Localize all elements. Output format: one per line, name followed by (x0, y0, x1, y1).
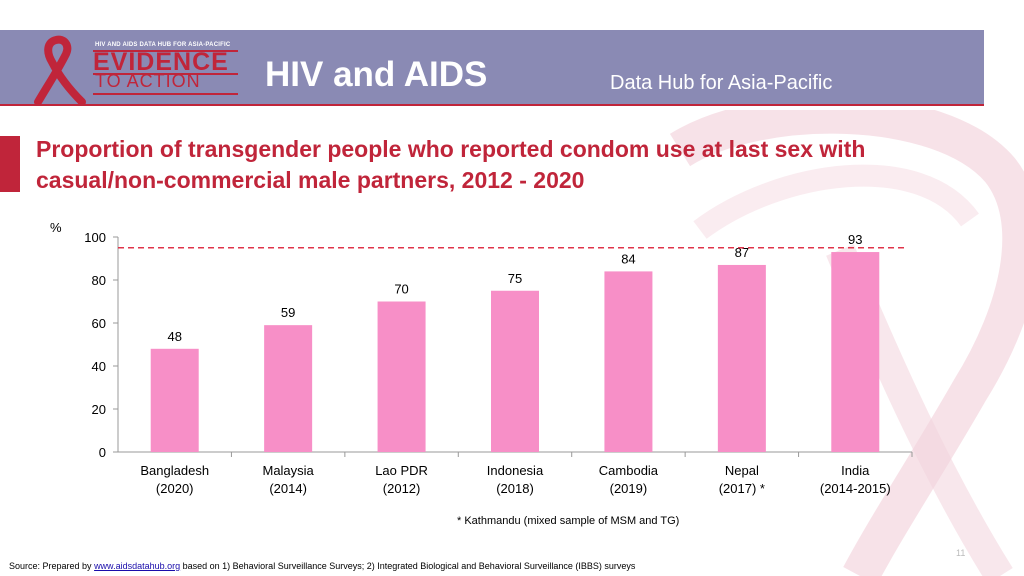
bar (491, 290, 539, 452)
bar (604, 271, 653, 452)
chart-title: Proportion of transgender people who rep… (36, 136, 866, 193)
bar (264, 325, 313, 452)
x-tick-label: Malaysia (262, 463, 314, 478)
data-label: 93 (848, 232, 862, 247)
x-tick-label: India (841, 463, 870, 478)
x-tick-sublabel: (2014) (269, 481, 307, 496)
page-number: 11 (956, 548, 966, 558)
source-note: Source: Prepared by www.aidsdatahub.org … (9, 561, 635, 571)
logo-rule-top (93, 50, 238, 52)
source-suffix: based on 1) Behavioral Surveillance Surv… (180, 561, 636, 571)
evidence-to-action-logo (0, 30, 248, 106)
y-axis-unit-label: % (50, 220, 62, 235)
header-divider (0, 104, 984, 106)
y-tick-label: 40 (92, 359, 106, 374)
bar (377, 301, 426, 452)
x-tick-sublabel: (2012) (383, 481, 421, 496)
x-tick-label: Bangladesh (140, 463, 209, 478)
x-tick-sublabel: (2017) * (719, 481, 765, 496)
bar (717, 264, 766, 452)
x-tick-sublabel: (2014-2015) (820, 481, 891, 496)
bar (831, 252, 880, 452)
data-label: 84 (621, 251, 635, 266)
x-tick-label: Indonesia (487, 463, 544, 478)
bar (150, 348, 199, 452)
red-ribbon-icon (34, 35, 86, 106)
footnote: * Kathmandu (mixed sample of MSM and TG) (457, 515, 680, 527)
data-label: 59 (281, 305, 295, 320)
y-tick-label: 100 (84, 230, 106, 245)
x-tick-label: Nepal (725, 463, 759, 478)
y-tick-label: 20 (92, 402, 106, 417)
logo-to-action-text: TO ACTION (95, 71, 201, 91)
x-tick-label: Lao PDR (375, 463, 428, 478)
logo-small-text: HIV AND AIDS DATA HUB FOR ASIA-PACIFIC (95, 42, 231, 48)
header-subtitle: Data Hub for Asia-Pacific (610, 72, 833, 94)
y-tick-label: 60 (92, 316, 106, 331)
x-tick-label: Cambodia (599, 463, 659, 478)
x-tick-sublabel: (2019) (610, 481, 648, 496)
x-tick-sublabel: (2020) (156, 481, 194, 496)
data-label: 87 (735, 245, 749, 260)
logo-rule-bottom (93, 93, 238, 95)
header-title: HIV and AIDS (265, 55, 488, 94)
y-tick-label: 0 (99, 445, 106, 460)
y-tick-label: 80 (92, 273, 106, 288)
data-label: 75 (508, 271, 522, 286)
data-label: 70 (394, 282, 408, 297)
title-accent-bar (0, 136, 20, 192)
x-tick-sublabel: (2018) (496, 481, 534, 496)
logo-evidence-text: EVIDENCE (93, 48, 229, 76)
source-prefix: Source: Prepared by (9, 561, 95, 571)
data-label: 48 (167, 329, 181, 344)
source-link[interactable]: www.aidsdatahub.org (94, 561, 181, 571)
logo-rule-middle (93, 73, 238, 75)
